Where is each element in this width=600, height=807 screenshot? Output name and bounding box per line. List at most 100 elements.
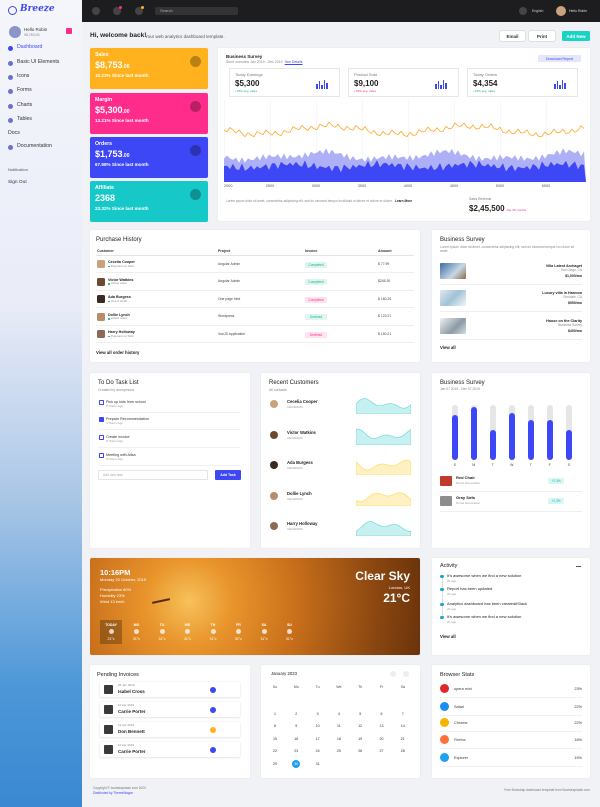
calendar-day[interactable]: 17: [315, 736, 320, 741]
calendar-day[interactable]: 7: [401, 711, 404, 716]
calendar-day[interactable]: 31: [400, 699, 405, 703]
calendar-day[interactable]: 4: [337, 711, 340, 716]
stat-change: 23.32% Since last month: [95, 206, 149, 211]
weekday: Fr: [379, 685, 384, 689]
calendar-day[interactable]: 23: [294, 749, 299, 753]
invoice-badge: Declined: [305, 314, 327, 320]
calendar-day[interactable]: 15: [273, 736, 277, 741]
calendar-day[interactable]: 29: [358, 699, 363, 703]
stat-icon: [190, 189, 201, 200]
calendar-day[interactable]: 18: [336, 736, 341, 741]
calendar-day[interactable]: 21: [400, 736, 405, 741]
forecast-day-label: TODAY: [105, 623, 117, 627]
calendar-day[interactable]: 24: [315, 749, 320, 753]
product-category: Home Decoration: [456, 500, 481, 505]
menu-item[interactable]: Documentation: [17, 143, 52, 149]
menu-item[interactable]: Dashboard: [17, 44, 43, 50]
learn-more-link[interactable]: Learn More: [394, 199, 413, 203]
menu-item[interactable]: Basic UI Elements: [17, 59, 60, 65]
mini-stat-note: +78% avg. sales: [473, 89, 496, 93]
view-all-link[interactable]: View all order history: [96, 350, 140, 355]
invoice-item: 10 Apr 2019 Carrie Porter: [100, 702, 240, 717]
calendar-day[interactable]: 20: [379, 736, 384, 741]
menu-item[interactable]: Charts: [17, 102, 33, 108]
collapse-icon[interactable]: [576, 566, 581, 567]
activity-text: Report has been updated: [447, 586, 493, 591]
customer-sparkline: [356, 398, 411, 414]
calendar-day[interactable]: 25: [336, 749, 341, 753]
row-divider: [440, 697, 582, 698]
calendar-day[interactable]: 3: [380, 761, 383, 766]
user-avatar: [9, 26, 21, 38]
add-task-button[interactable]: Add Task: [215, 470, 241, 480]
calendar-day[interactable]: 11: [337, 724, 341, 728]
task-checkbox[interactable]: [99, 453, 104, 458]
calendar-day[interactable]: 19: [358, 736, 363, 741]
view-all-link[interactable]: View all: [440, 634, 456, 639]
task-checkbox[interactable]: [99, 400, 104, 405]
calendar-day[interactable]: 10: [315, 724, 320, 728]
amount: $ 150.21: [378, 331, 392, 336]
notification-heading: Notification: [8, 167, 28, 172]
download-button[interactable]: Download Report: [538, 55, 581, 62]
see-details-link[interactable]: See Details: [284, 60, 303, 64]
calendar-day[interactable]: 28: [400, 749, 405, 753]
calendar-day[interactable]: 22: [273, 749, 277, 753]
forecast-day: TU 31°c: [151, 620, 173, 644]
calendar-day[interactable]: 27: [315, 699, 320, 703]
header-button[interactable]: Print: [529, 31, 555, 41]
calendar-day[interactable]: 13: [379, 724, 384, 728]
customer-avatar: [270, 400, 278, 408]
calendar-day[interactable]: 16: [294, 736, 299, 741]
header-button[interactable]: Add New: [562, 31, 590, 41]
calendar-day[interactable]: 30: [379, 699, 384, 703]
calendar-day[interactable]: 14: [400, 724, 405, 728]
status-dot: [108, 283, 110, 285]
calendar-day[interactable]: 1: [337, 761, 340, 766]
mini-stat-icon: [440, 85, 442, 89]
stat-value-row: $1,753.00: [95, 149, 129, 159]
calendar-day[interactable]: 26: [358, 749, 363, 753]
calendar-day[interactable]: 2: [359, 761, 362, 766]
task-checkbox[interactable]: [99, 417, 104, 422]
menu-item[interactable]: Forms: [17, 87, 32, 93]
calendar-day[interactable]: 3: [316, 711, 319, 716]
calendar-day[interactable]: 28: [336, 699, 341, 703]
calendar-day[interactable]: 2: [295, 711, 298, 716]
calendar-day[interactable]: 4: [401, 761, 404, 766]
calendar-day[interactable]: 12: [358, 724, 363, 728]
search-box[interactable]: Search: [155, 7, 238, 15]
stat-icon: [190, 101, 201, 112]
row-divider: [440, 731, 582, 732]
card-title: Recent Customers: [269, 380, 319, 386]
customer-role: CEO&MAM: [287, 496, 303, 501]
sparkline-area: [356, 398, 411, 414]
calendar-day[interactable]: 27: [379, 749, 384, 753]
stat-card: Margin $5,300.00 13.21% Since last month: [90, 93, 208, 134]
browser-icon: [440, 735, 449, 744]
header-button[interactable]: Email: [500, 31, 525, 41]
customer-avatar: [97, 277, 105, 286]
stat-value-row: 2368: [95, 193, 115, 203]
calendar-day[interactable]: 5: [359, 711, 362, 716]
menu-item[interactable]: Docs: [8, 130, 20, 136]
calendar-day[interactable]: 8: [274, 724, 276, 728]
calendar-day[interactable]: 9: [295, 724, 298, 728]
header-divider: [96, 255, 414, 256]
menu-item[interactable]: Tables: [17, 116, 32, 122]
calendar-day[interactable]: 31: [315, 761, 320, 766]
calendar-day[interactable]: 1: [274, 711, 276, 716]
calendar-day[interactable]: 6: [380, 711, 383, 716]
view-all-link[interactable]: View all: [440, 345, 456, 350]
menu-item[interactable]: Icons: [17, 73, 30, 79]
invoice-date: 10 Apr 2019: [118, 743, 135, 747]
calendar-day[interactable]: 26: [294, 699, 299, 703]
row-divider: [96, 324, 414, 325]
product-name: Red Chair: [456, 475, 475, 480]
calendar-day[interactable]: 30: [294, 761, 299, 766]
task-checkbox[interactable]: [99, 435, 104, 440]
task-input[interactable]: Add new task: [98, 470, 208, 480]
calendar-day[interactable]: 25: [273, 699, 277, 703]
calendar-day[interactable]: 29: [273, 761, 277, 766]
sign-out[interactable]: Sign Out: [8, 180, 27, 185]
